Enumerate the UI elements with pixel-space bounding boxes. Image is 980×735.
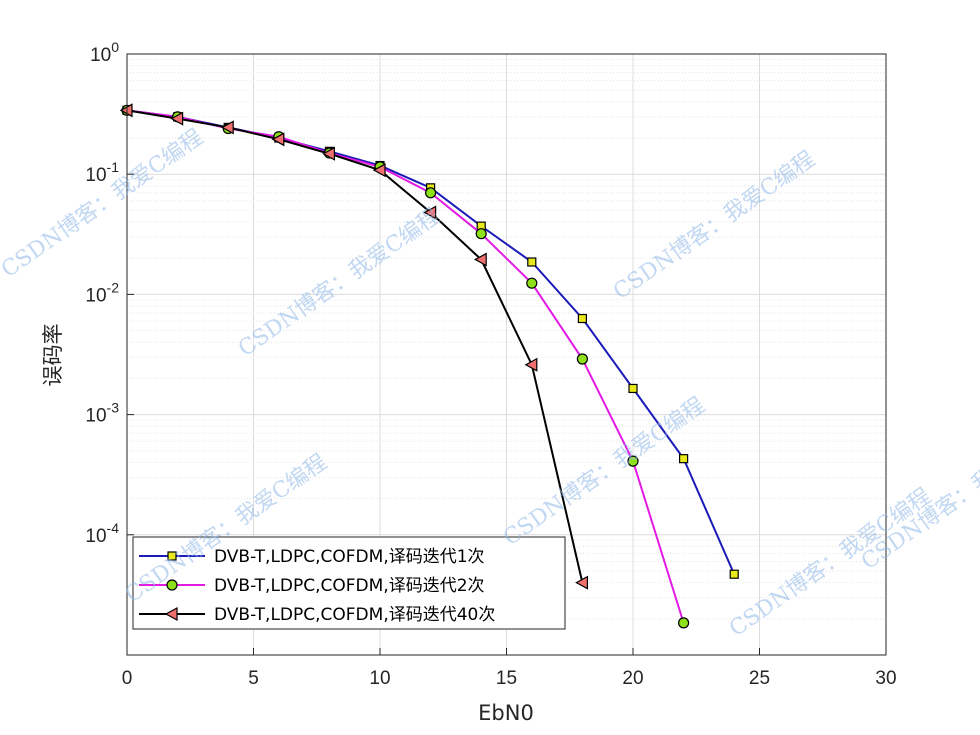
y-tick-label: 100 [90, 39, 119, 66]
y-tick-label: 10-2 [85, 279, 119, 306]
legend: DVB-T,LDPC,COFDM,译码迭代1次 DVB-T,LDPC,COFDM,… [132, 536, 566, 630]
data-point [271, 132, 285, 147]
data-point [372, 163, 386, 178]
data-point [729, 569, 739, 579]
y-tick-label: 10-3 [85, 400, 119, 427]
y-tick-labels: 100 10-1 10-2 10-3 10-4 [85, 39, 134, 547]
data-point [575, 575, 589, 590]
y-tick-label: 10-4 [85, 520, 119, 547]
legend-marker [166, 579, 178, 591]
series-layer [119, 103, 739, 629]
series-line [126, 109, 584, 583]
data-point [527, 257, 537, 267]
legend-entry: DVB-T,LDPC,COFDM,译码迭代40次 [139, 605, 495, 625]
x-tick-labels: 0 5 10 15 20 25 30 [122, 648, 897, 689]
x-tick-label: 15 [496, 668, 517, 689]
series-3 [119, 103, 589, 590]
data-point [677, 617, 690, 629]
data-point [170, 111, 184, 126]
data-point [423, 205, 437, 220]
data-point [576, 353, 589, 365]
data-point [473, 252, 487, 267]
data-point [526, 277, 538, 289]
y-axis-label: 误码率 [41, 324, 65, 387]
x-tick-label: 20 [622, 668, 643, 689]
data-point [425, 187, 437, 199]
data-point [220, 120, 234, 135]
legend-label: DVB-T,LDPC,COFDM,译码迭代2次 [214, 576, 485, 596]
x-tick-label: 0 [122, 668, 133, 689]
x-tick-label: 25 [749, 668, 770, 689]
legend-entry: DVB-T,LDPC,COFDM,译码迭代2次 [139, 576, 485, 596]
data-point [322, 146, 335, 161]
data-point [678, 454, 689, 464]
x-axis-label: EbN0 [478, 701, 534, 725]
data-point [577, 313, 588, 324]
legend-entries: DVB-T,LDPC,COFDM,译码迭代1次 DVB-T,LDPC,COFDM,… [139, 547, 495, 625]
legend-label: DVB-T,LDPC,COFDM,译码迭代40次 [214, 605, 495, 625]
legend-label: DVB-T,LDPC,COFDM,译码迭代1次 [214, 547, 485, 567]
legend-marker [167, 551, 177, 561]
x-tick-label: 30 [875, 668, 896, 689]
data-point [628, 383, 638, 394]
x-tick-label: 10 [369, 668, 390, 689]
data-point [524, 357, 538, 372]
x-tick-label: 5 [248, 668, 259, 689]
data-point [475, 228, 487, 240]
legend-entry: DVB-T,LDPC,COFDM,译码迭代1次 [139, 547, 485, 567]
data-point [627, 455, 639, 467]
legend-marker [164, 606, 178, 622]
y-tick-label: 10-1 [85, 159, 119, 186]
